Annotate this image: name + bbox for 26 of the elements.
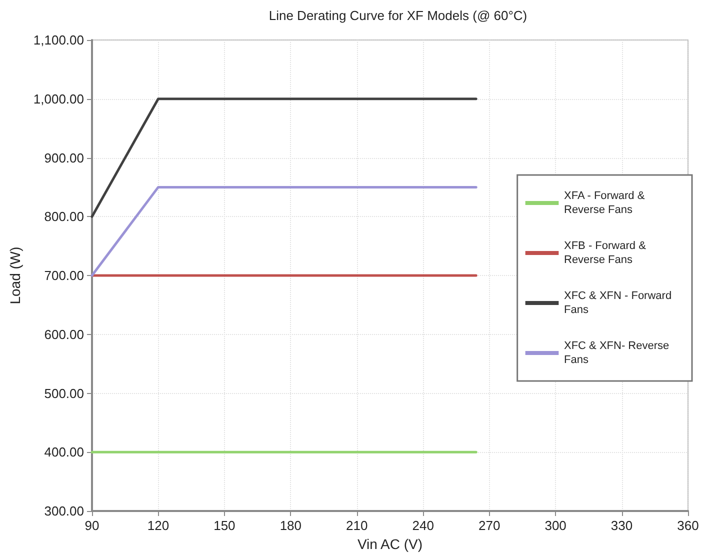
x-tick-label: 270 — [478, 518, 500, 533]
y-tick-label: 600.00 — [44, 326, 84, 342]
x-tick-label: 150 — [214, 518, 236, 533]
y-tick-label: 400.00 — [44, 444, 84, 460]
x-tick-label: 180 — [280, 518, 302, 533]
x-tick-label: 300 — [544, 518, 566, 533]
legend-label: XFB - Forward & Reverse Fans — [564, 240, 649, 266]
x-axis-title: Vin AC (V) — [357, 536, 423, 552]
y-tick-label: 900.00 — [44, 150, 84, 166]
x-tick-label: 90 — [84, 518, 100, 533]
y-tick-label: 300.00 — [44, 504, 84, 518]
legend-label: XFC & XFN- Reverse Fans — [564, 340, 672, 366]
x-tick-label: 330 — [610, 518, 633, 533]
y-tick-label: 700.00 — [44, 268, 84, 283]
legend-label: XFA - Forward & Reverse Fans — [564, 190, 648, 216]
x-tick-label: 240 — [412, 518, 434, 533]
x-tick-label: 210 — [346, 518, 368, 533]
legend-label: XFC & XFN - Forward Fans — [564, 290, 675, 316]
y-tick-label: 1,100.00 — [33, 32, 84, 48]
y-axis-title: Load (W) — [7, 246, 23, 304]
chart-title: Line Derating Curve for XF Models (@ 60°C) — [268, 8, 528, 23]
x-tick-label: 120 — [147, 518, 170, 533]
y-tick-label: 800.00 — [44, 209, 84, 224]
x-tick-label: 360 — [677, 518, 699, 533]
y-tick-label: 500.00 — [44, 386, 84, 401]
y-tick-label: 1,000.00 — [33, 91, 84, 106]
